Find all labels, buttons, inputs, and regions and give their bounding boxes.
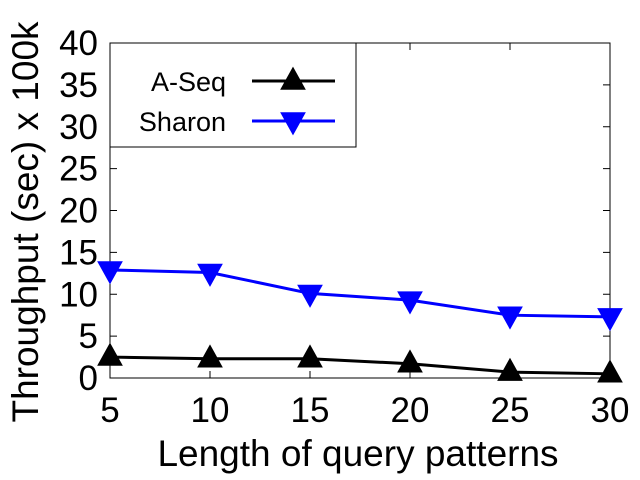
x-tick-label: 10 xyxy=(191,391,230,430)
data-point xyxy=(97,261,123,285)
y-tick-label: 40 xyxy=(59,24,98,63)
series-sharon xyxy=(97,261,623,332)
legend-marker xyxy=(280,112,306,136)
legend-label: Sharon xyxy=(139,107,226,137)
x-tick-label: 20 xyxy=(391,391,430,430)
legend: A-Seq Sharon xyxy=(109,42,357,148)
y-tick-label: 30 xyxy=(59,108,98,147)
x-tick-label: 30 xyxy=(591,391,630,430)
data-point xyxy=(597,359,623,383)
series-line xyxy=(109,355,611,376)
y-tick-label: 15 xyxy=(59,233,98,272)
data-point xyxy=(297,284,323,308)
series-a-seq xyxy=(97,342,623,383)
legend-marker xyxy=(280,66,306,90)
y-tick-label: 10 xyxy=(59,275,98,314)
legend-box xyxy=(109,42,357,148)
y-tick-label: 20 xyxy=(59,192,98,231)
x-tick-label: 15 xyxy=(291,391,330,430)
y-tick-label: 0 xyxy=(79,359,98,398)
data-point xyxy=(97,342,123,366)
data-point xyxy=(497,306,523,330)
x-tick-label: 5 xyxy=(100,391,119,430)
series-line xyxy=(109,268,611,319)
data-point xyxy=(597,308,623,332)
x-tick-label: 25 xyxy=(491,391,530,430)
data-point xyxy=(397,291,423,315)
y-tick-label: 35 xyxy=(59,66,98,105)
data-point xyxy=(297,344,323,368)
y-tick-label: 5 xyxy=(79,317,98,356)
data-series xyxy=(97,261,623,383)
legend-label: A-Seq xyxy=(151,67,226,97)
data-point xyxy=(397,349,423,373)
y-axis-title: Throughput (sec) x 100k xyxy=(5,21,46,423)
data-point xyxy=(197,263,223,287)
data-point xyxy=(497,357,523,381)
y-tick-label: 25 xyxy=(59,150,98,189)
x-axis-title: Length of query patterns xyxy=(157,433,558,474)
data-point xyxy=(197,344,223,368)
